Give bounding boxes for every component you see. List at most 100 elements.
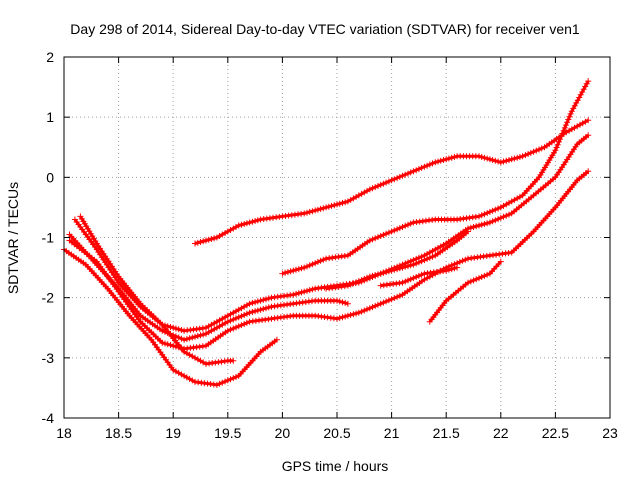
data-point <box>284 269 291 276</box>
data-point <box>405 277 411 284</box>
data-point <box>564 119 571 126</box>
series-track-4 <box>61 246 280 388</box>
data-point <box>559 130 566 137</box>
data-point <box>385 229 392 236</box>
data-point <box>192 240 198 247</box>
data-point <box>478 212 485 219</box>
data-point <box>233 315 239 322</box>
data-point <box>200 238 207 245</box>
data-point <box>476 153 482 160</box>
data-point <box>252 308 259 315</box>
data-point <box>415 259 422 266</box>
data-point <box>565 116 572 123</box>
x-tick-label: 20.5 <box>323 425 350 441</box>
data-point <box>194 239 201 246</box>
data-point <box>484 271 491 278</box>
data-point <box>293 266 299 273</box>
data-point <box>309 286 316 293</box>
data-point <box>432 159 439 166</box>
data-point <box>585 78 592 85</box>
data-point <box>361 307 368 314</box>
data-point <box>372 184 379 191</box>
data-point <box>361 275 368 282</box>
data-point <box>227 376 234 383</box>
data-point <box>380 269 387 276</box>
data-point <box>183 336 190 342</box>
data-point <box>486 219 493 226</box>
data-point <box>336 200 343 207</box>
data-point <box>249 309 256 315</box>
data-point <box>175 344 182 351</box>
data-point <box>421 163 428 170</box>
data-point <box>364 274 370 281</box>
data-point <box>344 312 351 319</box>
data-point <box>465 228 471 235</box>
data-point <box>304 263 310 270</box>
data-point <box>421 257 428 264</box>
data-point <box>552 147 559 154</box>
data-point <box>304 287 310 294</box>
data-point <box>197 239 204 245</box>
data-point <box>410 261 417 268</box>
data-point <box>407 169 414 176</box>
data-point <box>197 332 204 339</box>
data-point <box>530 148 537 155</box>
data-point <box>413 274 420 280</box>
data-point <box>396 174 403 180</box>
data-point <box>203 237 209 244</box>
x-tick-label: 20 <box>275 425 291 441</box>
data-point <box>377 300 384 307</box>
data-point <box>257 297 264 304</box>
data-point <box>208 236 215 242</box>
data-point <box>369 304 376 311</box>
data-point <box>377 181 384 188</box>
series-track-9 <box>377 264 461 289</box>
data-point <box>178 335 185 342</box>
data-point <box>216 380 223 387</box>
data-point <box>224 327 231 334</box>
y-tick-label: -4 <box>42 410 55 426</box>
data-point <box>519 153 526 160</box>
data-point <box>394 226 401 233</box>
x-tick-label: 21 <box>384 425 400 441</box>
data-point <box>309 208 316 215</box>
data-point <box>407 276 414 283</box>
data-point <box>159 327 166 334</box>
data-point <box>394 175 401 182</box>
data-point <box>293 290 300 297</box>
data-point <box>405 263 411 270</box>
series-track-1 <box>71 132 592 334</box>
data-point <box>353 279 360 286</box>
data-point <box>380 231 387 238</box>
data-point <box>317 257 324 264</box>
data-point <box>426 161 433 168</box>
data-point <box>492 217 499 224</box>
data-point <box>334 297 340 304</box>
data-point <box>194 333 201 339</box>
data-point <box>561 124 568 131</box>
data-point <box>489 218 496 225</box>
data-point <box>399 224 406 230</box>
x-tick-label: 19.5 <box>214 425 241 441</box>
data-point <box>391 227 398 234</box>
data-point <box>233 324 239 331</box>
data-point <box>287 268 294 275</box>
data-point <box>355 278 362 285</box>
data-point <box>506 157 512 163</box>
data-point <box>254 217 261 224</box>
data-point <box>369 272 376 279</box>
data-point <box>407 220 414 227</box>
data-point <box>175 326 182 333</box>
data-point <box>503 212 510 219</box>
data-point <box>369 185 376 192</box>
data-point <box>385 178 392 185</box>
data-point <box>476 222 482 229</box>
data-point <box>235 222 242 229</box>
data-point <box>481 221 488 227</box>
data-point <box>219 379 226 386</box>
data-point <box>396 292 403 299</box>
data-point <box>304 209 310 216</box>
y-tick-label: 2 <box>46 49 54 65</box>
data-point <box>527 149 534 156</box>
